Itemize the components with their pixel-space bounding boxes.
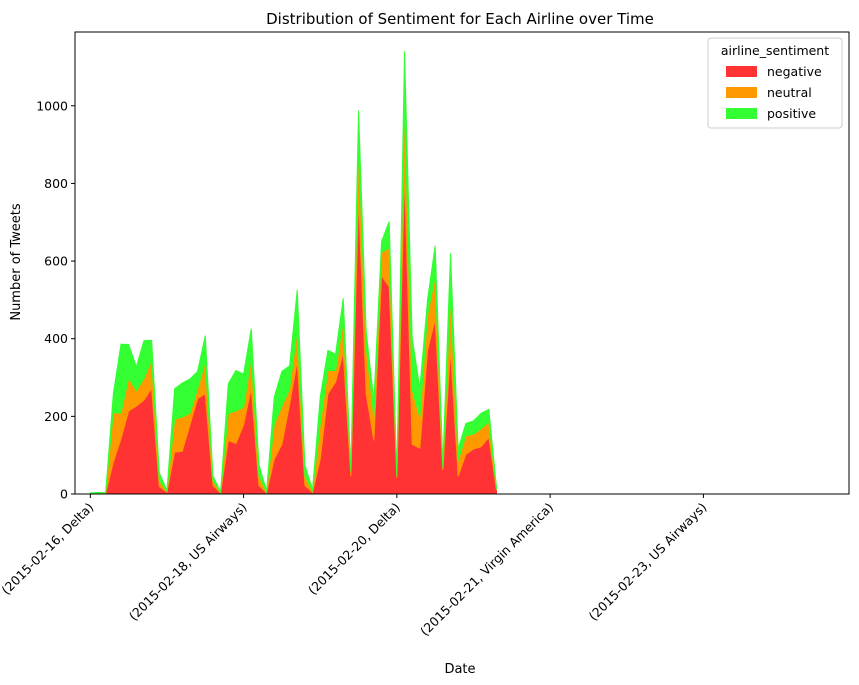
legend-label-neutral: neutral <box>767 85 812 100</box>
area-series-group <box>89 51 497 495</box>
legend-label-negative: negative <box>767 64 822 79</box>
y-tick-label: 400 <box>44 331 68 346</box>
x-axis: (2015-02-16, Delta) (2015-02-18, US Airwa… <box>0 494 710 639</box>
x-tick-label: (2015-02-20, Delta) <box>305 500 403 598</box>
legend-box <box>707 37 843 129</box>
chart-title: Distribution of Sentiment for Each Airli… <box>266 10 654 28</box>
legend-title: airline_sentiment <box>721 43 829 58</box>
plot-frame <box>74 31 850 495</box>
y-tick-label: 0 <box>60 487 68 502</box>
x-tick-label: (2015-02-16, Delta) <box>0 500 96 598</box>
legend-swatch-positive <box>726 108 757 119</box>
x-tick-label: (2015-02-23, US Airways) <box>586 500 710 624</box>
legend: airline_sentiment negative neutral positive <box>707 37 843 129</box>
y-tick-label: 800 <box>44 176 68 191</box>
y-tick-label: 200 <box>44 409 68 424</box>
x-tick-label: (2015-02-21, Virgin America) <box>417 500 556 639</box>
y-tick-label: 1000 <box>36 98 68 113</box>
y-tick-label: 600 <box>44 254 68 269</box>
y-axis-label: Number of Tweets <box>9 203 24 321</box>
legend-swatch-negative <box>726 66 757 77</box>
legend-label-positive: positive <box>767 106 816 121</box>
x-tick-label: (2015-02-18, US Airways) <box>126 500 250 624</box>
legend-swatch-neutral <box>726 87 757 98</box>
x-axis-label: Date <box>444 662 475 677</box>
y-axis: 0 200 400 600 800 1000 <box>36 98 75 502</box>
area-positive <box>89 51 497 495</box>
